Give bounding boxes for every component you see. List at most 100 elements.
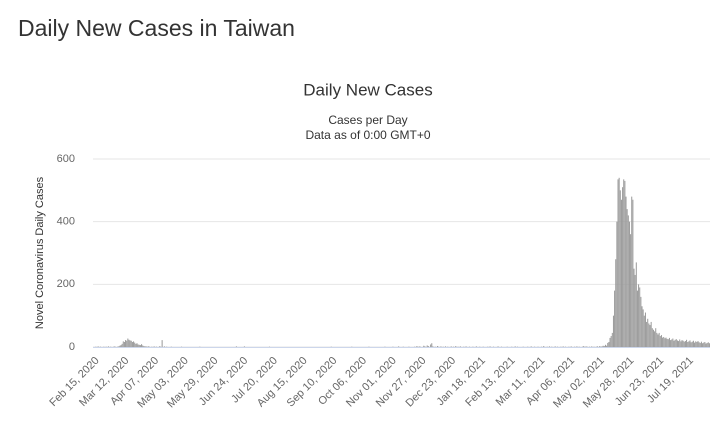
bar <box>440 346 442 347</box>
bar <box>650 321 652 347</box>
bar <box>130 340 132 347</box>
bar <box>144 346 146 347</box>
bar <box>475 346 477 347</box>
page-title: Daily New Cases in Taiwan <box>18 15 295 41</box>
bar <box>622 187 624 347</box>
bar <box>134 342 136 347</box>
bar <box>670 340 672 347</box>
bar <box>639 287 641 347</box>
chart-subtitle: Data as of 0:00 GMT+0 <box>305 128 430 142</box>
bar <box>688 341 690 347</box>
bar <box>583 346 585 347</box>
bar <box>444 346 446 347</box>
bar <box>604 344 606 347</box>
bar <box>630 234 632 347</box>
bar <box>624 180 626 347</box>
bar <box>548 346 550 347</box>
bar <box>607 342 609 347</box>
bar <box>113 346 115 347</box>
bar <box>147 346 149 347</box>
bar <box>608 341 610 347</box>
bar <box>649 325 651 347</box>
y-tick-label: 0 <box>69 341 75 353</box>
bar <box>691 341 693 347</box>
bar <box>617 179 619 347</box>
bar <box>618 177 620 347</box>
bar <box>121 343 123 347</box>
bar <box>465 346 467 347</box>
bar <box>243 346 245 347</box>
bar <box>615 259 617 347</box>
bar <box>576 346 578 347</box>
bar <box>657 334 659 347</box>
bar <box>695 341 697 347</box>
bar <box>668 337 670 347</box>
bar <box>142 345 144 347</box>
y-tick-label: 400 <box>57 216 75 228</box>
bar <box>627 215 629 347</box>
bar <box>680 341 682 347</box>
bar <box>697 341 699 347</box>
bar <box>690 342 692 347</box>
bar <box>662 337 664 347</box>
bar <box>652 329 654 347</box>
bar <box>651 328 653 347</box>
bar <box>638 284 640 347</box>
bar <box>611 332 613 347</box>
bar <box>683 341 685 347</box>
bar <box>676 340 678 347</box>
bar <box>671 339 673 347</box>
bar <box>118 346 120 347</box>
bar <box>145 346 147 347</box>
bar <box>644 312 646 347</box>
y-axis-label: Novel Coronavirus Daily Cases <box>34 176 46 329</box>
bar <box>681 340 683 347</box>
bar <box>623 179 625 347</box>
bar <box>610 336 612 347</box>
bar <box>431 343 433 347</box>
bar <box>596 346 598 347</box>
bar <box>107 346 109 347</box>
bar <box>658 332 660 347</box>
bar <box>641 306 643 347</box>
bar <box>416 346 418 347</box>
bar <box>570 346 572 347</box>
bar <box>660 335 662 347</box>
bar <box>450 346 452 347</box>
bar <box>120 345 122 347</box>
bar <box>122 341 124 347</box>
bar <box>126 340 128 347</box>
bar <box>705 343 707 347</box>
bar <box>133 341 135 347</box>
bar <box>119 345 121 347</box>
bar <box>631 196 633 347</box>
bar <box>163 346 165 347</box>
bar <box>139 345 141 347</box>
bar <box>427 346 429 347</box>
bar <box>663 336 665 347</box>
bar <box>647 318 649 347</box>
bar <box>599 346 601 347</box>
bar <box>656 332 658 347</box>
bar <box>129 340 131 347</box>
bar <box>127 338 129 347</box>
bar <box>702 343 704 347</box>
bar <box>684 341 686 347</box>
bar <box>642 309 644 347</box>
bar <box>585 346 587 347</box>
bar <box>628 221 630 347</box>
bar <box>609 337 611 347</box>
bar <box>692 340 694 347</box>
bar <box>606 345 608 347</box>
bar <box>430 344 432 347</box>
bar <box>673 340 675 347</box>
bar <box>141 344 143 347</box>
bar <box>235 346 237 347</box>
bar <box>614 290 616 347</box>
bar <box>543 346 545 347</box>
bar <box>426 345 428 347</box>
bar <box>640 296 642 347</box>
bar <box>698 342 700 347</box>
bar <box>665 337 667 347</box>
